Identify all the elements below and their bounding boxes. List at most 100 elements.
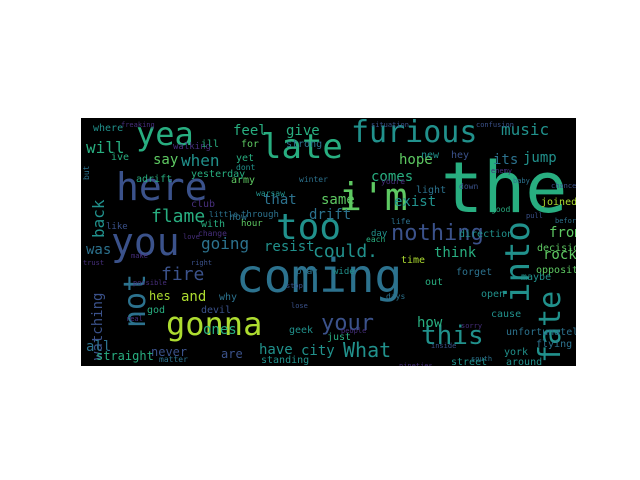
cloud-word: adrift xyxy=(136,174,173,185)
cloud-word: gonna xyxy=(166,305,263,343)
cloud-word: right xyxy=(191,259,213,267)
cloud-word: situation xyxy=(371,121,409,129)
cloud-word: winter xyxy=(299,175,328,184)
cloud-word: i'm xyxy=(339,175,408,219)
cloud-word: say xyxy=(153,152,179,168)
cloud-word: forget xyxy=(456,267,493,278)
cloud-word: could. xyxy=(313,241,379,262)
cloud-word: enemy xyxy=(491,167,513,175)
cloud-word: that xyxy=(263,192,297,208)
cloud-word: before xyxy=(555,217,576,225)
cloud-word: direction xyxy=(459,229,514,240)
cloud-word: furious xyxy=(351,118,478,150)
cloud-word: light xyxy=(416,185,447,196)
cloud-word: will xyxy=(86,138,125,157)
cloud-word: What xyxy=(343,338,392,362)
cloud-word: geek xyxy=(289,325,314,336)
cloud-word: time xyxy=(401,255,426,266)
cloud-word: god xyxy=(147,305,166,316)
cloud-word: days xyxy=(386,292,406,301)
cloud-word: lose xyxy=(291,302,308,310)
cloud-word: around xyxy=(506,357,543,367)
cloud-word: love xyxy=(183,233,200,241)
cloud-word: inside xyxy=(431,342,457,350)
cloud-word: this xyxy=(421,321,484,351)
cloud-word: your xyxy=(321,311,374,336)
cloud-word: new xyxy=(421,150,440,161)
cloud-word: for xyxy=(241,139,260,150)
cloud-word: ones xyxy=(203,322,237,338)
cloud-word: music xyxy=(501,120,550,139)
cloud-word: straight xyxy=(96,349,154,363)
cloud-word: joined xyxy=(541,197,576,208)
cloud-word: how xyxy=(417,315,443,331)
cloud-word: are xyxy=(221,347,243,361)
cloud-word: city xyxy=(301,343,335,359)
cloud-word: yet xyxy=(236,153,255,164)
cloud-word: warsaw xyxy=(256,189,285,198)
cloud-word: where xyxy=(93,123,124,134)
cloud-word: york xyxy=(504,347,529,358)
cloud-word: was xyxy=(86,242,112,258)
cloud-word: walking xyxy=(173,142,211,152)
cloud-word: possible xyxy=(133,279,167,287)
cloud-word: flame xyxy=(151,206,206,227)
cloud-word: think xyxy=(434,245,477,261)
cloud-word: cause xyxy=(491,309,522,320)
cloud-word: too xyxy=(276,207,342,248)
cloud-word: and xyxy=(181,289,207,305)
cloud-word: opposite xyxy=(536,265,576,276)
cloud-word: hey xyxy=(451,150,470,161)
cloud-word: play xyxy=(296,267,318,277)
cloud-word: hope xyxy=(399,152,433,168)
cloud-word: like xyxy=(106,222,128,232)
cloud-word: army xyxy=(231,175,256,186)
cloud-word: life xyxy=(391,217,411,226)
word-cloud: coming the here you too late i'm yea furious gonn… xyxy=(81,118,576,366)
cloud-word: going xyxy=(201,234,250,253)
cloud-word: little xyxy=(209,210,238,219)
cloud-word: late xyxy=(261,127,343,167)
cloud-word: matter xyxy=(159,355,188,364)
cloud-word: open xyxy=(481,289,506,300)
cloud-word: street xyxy=(451,357,488,367)
cloud-word: resist xyxy=(264,239,315,255)
cloud-word: just xyxy=(327,332,352,343)
cloud-word: but xyxy=(82,165,91,180)
cloud-word: you xyxy=(111,220,180,264)
cloud-word: hes xyxy=(149,289,171,303)
cloud-word: youre xyxy=(381,177,406,186)
cloud-word: decision xyxy=(537,243,576,254)
cloud-word: freaking xyxy=(121,121,155,129)
cloud-word: here xyxy=(116,165,208,209)
cloud-word: rock xyxy=(543,247,576,263)
cloud-word: people xyxy=(341,327,367,335)
cloud-word: why xyxy=(219,292,238,303)
cloud-word: drift xyxy=(309,207,352,223)
cloud-word: all xyxy=(86,339,112,355)
cloud-word: the xyxy=(441,147,568,229)
cloud-word: club xyxy=(191,199,216,210)
cloud-word: chance xyxy=(551,182,576,190)
cloud-word: feel xyxy=(233,123,267,139)
cloud-word: standing xyxy=(261,355,310,366)
cloud-word: maybe xyxy=(521,272,552,283)
cloud-word: yesterday xyxy=(191,169,246,180)
cloud-word: pull xyxy=(526,212,543,220)
cloud-word: trust xyxy=(83,259,105,267)
cloud-word: confusion xyxy=(476,121,514,129)
cloud-word: each xyxy=(366,235,386,244)
cloud-word: make xyxy=(131,252,148,260)
cloud-word: wide xyxy=(333,267,355,277)
cloud-word: good xyxy=(491,205,511,214)
cloud-word: comes xyxy=(371,169,414,185)
cloud-word: ive xyxy=(111,152,130,163)
cloud-word: through xyxy=(241,210,279,220)
cloud-word: stop xyxy=(286,282,303,290)
cloud-word: south xyxy=(471,355,493,363)
cloud-word: nineties xyxy=(399,362,433,367)
cloud-word: never xyxy=(151,345,188,359)
cloud-word: real xyxy=(126,315,143,323)
cloud-word: have xyxy=(259,342,293,358)
cloud-word: unfortunately xyxy=(506,327,576,338)
